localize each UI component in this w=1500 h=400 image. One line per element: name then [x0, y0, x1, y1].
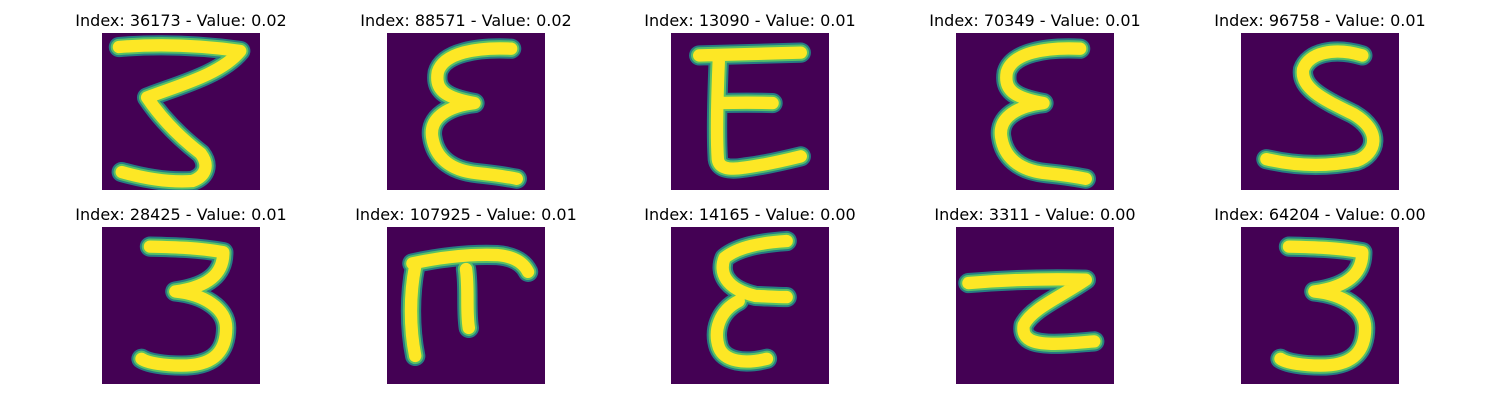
digit-image: [102, 227, 260, 384]
glyph-stroke-core: [994, 42, 1092, 185]
panel-title: Index: 28425 - Value: 0.01: [75, 205, 287, 224]
panel-title: Index: 64204 - Value: 0.00: [1214, 205, 1426, 224]
panel-title: Index: 13090 - Value: 0.01: [644, 11, 856, 30]
glyph-stroke-core: [1274, 240, 1372, 372]
glyph-stroke-core: [135, 240, 233, 372]
digit-image: [387, 33, 545, 190]
digit-image: [1241, 227, 1399, 384]
panel-title: Index: 14165 - Value: 0.00: [644, 205, 856, 224]
glyph-stroke-core: [425, 42, 523, 185]
digit-image: [1241, 33, 1399, 190]
panel-title: Index: 3311 - Value: 0.00: [934, 205, 1136, 224]
glyph-stroke-core: [404, 248, 535, 363]
panel-title: Index: 36173 - Value: 0.02: [75, 11, 287, 30]
panel-title: Index: 96758 - Value: 0.01: [1214, 11, 1426, 30]
digit-image: [956, 227, 1114, 384]
glyph-stroke-core: [710, 234, 793, 368]
panel-title: Index: 70349 - Value: 0.01: [929, 11, 1141, 30]
digit-image: [671, 227, 829, 384]
digit-image: [956, 33, 1114, 190]
digit-image: [671, 33, 829, 190]
digit-image: [387, 227, 545, 384]
panel-title: Index: 107925 - Value: 0.01: [355, 205, 577, 224]
digit-image: [102, 33, 260, 190]
panel-title: Index: 88571 - Value: 0.02: [360, 11, 572, 30]
glyph-stroke-core: [1260, 45, 1380, 172]
glyph-stroke-core: [962, 273, 1101, 351]
glyph-stroke-core: [112, 39, 247, 188]
glyph-stroke-core: [693, 46, 807, 175]
